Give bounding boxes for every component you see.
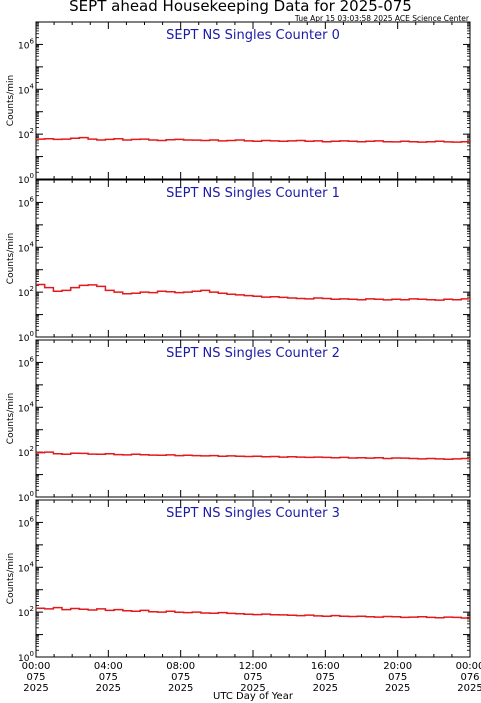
x-tick-label-time: 16:00 xyxy=(311,661,340,672)
y-axis-label: Counts/min xyxy=(6,553,16,604)
page-title: SEPT ahead Housekeeping Data for 2025-07… xyxy=(69,0,412,15)
panel-title: SEPT NS Singles Counter 0 xyxy=(166,28,340,43)
y-tick-base: 10 xyxy=(18,564,30,574)
y-tick-label: 104 xyxy=(18,82,34,96)
y-tick-label: 100 xyxy=(18,490,34,504)
x-tick-label-time: 08:00 xyxy=(166,661,195,672)
y-tick-label: 102 xyxy=(18,445,34,459)
y-tick-exponent: 0 xyxy=(29,172,33,180)
y-tick-exponent: 2 xyxy=(29,445,33,453)
y-tick-label: 106 xyxy=(18,195,34,209)
y-tick-base: 10 xyxy=(18,494,30,504)
x-tick-label-year: 2025 xyxy=(457,683,481,694)
plot-frame xyxy=(35,339,471,498)
y-tick-exponent: 2 xyxy=(29,127,33,135)
y-tick-exponent: 2 xyxy=(29,285,33,293)
y-tick-exponent: 4 xyxy=(29,400,34,408)
y-tick-base: 10 xyxy=(18,519,30,529)
y-tick-base: 10 xyxy=(18,654,30,664)
y-tick-label: 104 xyxy=(18,400,34,414)
y-tick-exponent: 0 xyxy=(29,330,33,338)
y-tick-exponent: 6 xyxy=(29,195,34,203)
y-tick-label: 104 xyxy=(18,560,34,574)
x-tick-label-doy: 075 xyxy=(388,672,407,683)
series-line-0 xyxy=(36,606,470,619)
x-tick-label-doy: 075 xyxy=(99,672,118,683)
y-tick-exponent: 4 xyxy=(29,560,34,568)
x-tick-label-year: 2025 xyxy=(313,683,338,694)
x-tick-label-time: 12:00 xyxy=(239,661,268,672)
y-tick-base: 10 xyxy=(18,199,30,209)
y-tick-exponent: 0 xyxy=(29,490,33,498)
panel-title: SEPT NS Singles Counter 1 xyxy=(166,186,340,201)
y-tick-base: 10 xyxy=(18,449,30,459)
y-tick-exponent: 4 xyxy=(29,82,34,90)
x-tick-label-year: 2025 xyxy=(168,683,193,694)
y-tick-base: 10 xyxy=(18,176,30,186)
y-tick-label: 100 xyxy=(18,650,34,664)
plot-frame xyxy=(35,499,471,658)
x-tick-label-time: 20:00 xyxy=(383,661,412,672)
y-tick-exponent: 2 xyxy=(29,605,33,613)
y-tick-exponent: 6 xyxy=(29,515,34,523)
x-tick-label-year: 2025 xyxy=(23,683,48,694)
x-tick-label-time: 04:00 xyxy=(94,661,123,672)
y-tick-label: 106 xyxy=(18,515,34,529)
y-tick-base: 10 xyxy=(18,359,30,369)
panel-title: SEPT NS Singles Counter 3 xyxy=(166,506,340,521)
plot-frame xyxy=(35,179,471,338)
x-tick-label-year: 2025 xyxy=(240,683,265,694)
plot-frame xyxy=(35,21,471,180)
x-tick-label-doy: 075 xyxy=(243,672,262,683)
y-tick-label: 102 xyxy=(18,285,34,299)
y-tick-label: 106 xyxy=(18,355,34,369)
y-tick-base: 10 xyxy=(18,41,30,51)
y-tick-exponent: 0 xyxy=(29,650,33,658)
x-tick-label-time: 00:00 xyxy=(456,661,481,672)
y-tick-label: 100 xyxy=(18,172,34,186)
x-tick-label-year: 2025 xyxy=(385,683,410,694)
y-tick-exponent: 6 xyxy=(29,355,34,363)
x-tick-label-doy: 075 xyxy=(26,672,45,683)
y-tick-label: 102 xyxy=(18,605,34,619)
y-tick-base: 10 xyxy=(18,334,30,344)
x-tick-label-time: 00:00 xyxy=(22,661,51,672)
x-tick-label-doy: 076 xyxy=(460,672,479,683)
page-subtitle: Tue Apr 15 03:03:58 2025 ACE Science Cen… xyxy=(294,14,469,23)
series-line-0 xyxy=(36,136,470,143)
y-axis-label: Counts/min xyxy=(6,75,16,126)
y-tick-label: 102 xyxy=(18,127,34,141)
x-tick-label-doy: 075 xyxy=(171,672,190,683)
series-line-0 xyxy=(36,451,470,461)
series-line-0 xyxy=(36,283,470,301)
y-tick-label: 100 xyxy=(18,330,34,344)
y-tick-base: 10 xyxy=(18,404,30,414)
y-tick-label: 106 xyxy=(18,37,34,51)
y-tick-base: 10 xyxy=(18,609,30,619)
y-tick-exponent: 4 xyxy=(29,240,34,248)
y-tick-base: 10 xyxy=(18,244,30,254)
y-tick-base: 10 xyxy=(18,86,30,96)
y-axis-label: Counts/min xyxy=(6,393,16,444)
panel-title: SEPT NS Singles Counter 2 xyxy=(166,346,340,361)
x-axis-label: UTC Day of Year xyxy=(213,691,294,702)
y-tick-base: 10 xyxy=(18,131,30,141)
x-tick-label-year: 2025 xyxy=(96,683,121,694)
y-tick-exponent: 6 xyxy=(29,37,34,45)
y-tick-base: 10 xyxy=(18,289,30,299)
y-tick-label: 104 xyxy=(18,240,34,254)
y-axis-label: Counts/min xyxy=(6,233,16,284)
x-tick-label-doy: 075 xyxy=(316,672,335,683)
